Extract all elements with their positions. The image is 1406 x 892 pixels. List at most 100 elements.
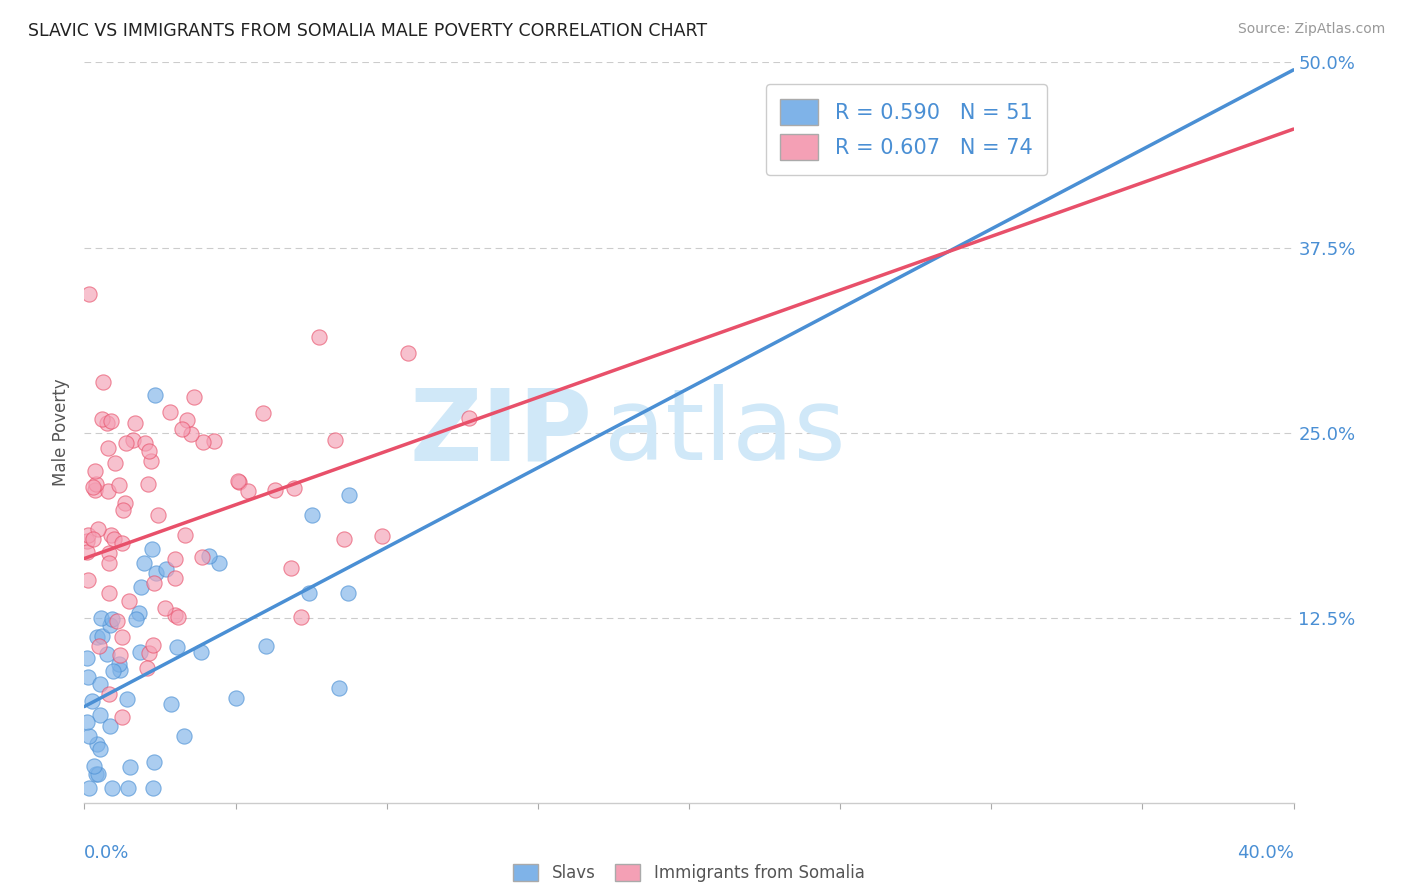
Point (176, 413, 198, 427)
Point (228, 475, 250, 489)
Point (308, 330, 330, 344)
Point (84, 476, 107, 491)
Point (87, 639, 110, 653)
Point (139, 454, 162, 468)
Point (115, 436, 138, 450)
Point (77, 286, 100, 301)
Point (98, 546, 121, 560)
Point (77, 780, 100, 795)
Point (143, 387, 166, 401)
Point (145, 566, 167, 580)
Point (236, 484, 259, 499)
Point (76, 574, 98, 588)
Point (142, 780, 165, 795)
Point (76, 533, 98, 548)
Point (160, 697, 183, 711)
Point (118, 594, 141, 608)
Text: SLAVIC VS IMMIGRANTS FROM SOMALIA MALE POVERTY CORRELATION CHART: SLAVIC VS IMMIGRANTS FROM SOMALIA MALE P… (28, 22, 707, 40)
Point (129, 581, 152, 595)
Point (96, 647, 118, 661)
Point (122, 433, 145, 447)
Text: 0.0%: 0.0% (84, 844, 129, 862)
Point (77, 528, 100, 542)
Point (86, 630, 108, 644)
Point (108, 648, 131, 662)
Point (111, 710, 134, 724)
Point (89, 708, 111, 723)
Point (87, 767, 110, 781)
Text: 40.0%: 40.0% (1237, 844, 1294, 862)
Point (135, 661, 157, 675)
Point (76, 715, 98, 730)
Point (198, 549, 221, 563)
Point (97, 483, 120, 498)
Point (142, 638, 165, 652)
Point (84, 483, 107, 497)
Point (141, 542, 163, 557)
Point (396, 346, 419, 360)
Text: ZIP: ZIP (409, 384, 592, 481)
Point (98, 687, 121, 701)
Point (337, 586, 360, 600)
Point (166, 640, 188, 654)
Point (172, 422, 194, 436)
Point (96, 416, 118, 430)
Point (180, 426, 202, 441)
Point (87, 522, 110, 536)
Point (117, 780, 139, 795)
Point (337, 488, 360, 502)
Point (458, 410, 481, 425)
Point (83, 758, 105, 772)
Point (103, 532, 125, 546)
Point (114, 496, 136, 510)
Point (111, 630, 134, 644)
Point (77, 670, 100, 684)
Point (104, 456, 127, 470)
Point (136, 477, 159, 491)
Point (111, 535, 134, 549)
Point (91, 629, 114, 643)
Point (134, 557, 156, 571)
Point (91, 375, 114, 389)
Point (97, 441, 120, 455)
Point (100, 780, 122, 795)
Point (173, 729, 195, 743)
Point (115, 691, 138, 706)
Y-axis label: Male Poverty: Male Poverty (52, 379, 70, 486)
Point (134, 435, 156, 450)
Point (165, 608, 187, 623)
Point (301, 508, 323, 522)
Point (128, 645, 150, 659)
Point (82, 694, 104, 708)
Point (159, 405, 181, 419)
Point (82, 533, 104, 547)
Point (84, 766, 107, 780)
Point (328, 681, 350, 695)
Point (128, 606, 150, 620)
Point (165, 552, 187, 566)
Point (146, 508, 169, 523)
Point (333, 532, 356, 546)
Point (167, 610, 190, 624)
Point (120, 760, 142, 774)
Point (108, 478, 131, 492)
Point (208, 556, 231, 570)
Point (101, 611, 124, 625)
Text: atlas: atlas (605, 384, 846, 481)
Point (190, 549, 212, 564)
Point (183, 390, 205, 404)
Point (86, 737, 108, 751)
Point (105, 614, 128, 628)
Point (138, 646, 160, 660)
Point (190, 644, 212, 658)
Point (252, 406, 274, 420)
Point (124, 417, 146, 431)
Point (174, 527, 197, 541)
Point (108, 663, 131, 677)
Point (283, 481, 305, 495)
Point (142, 576, 165, 591)
Point (155, 562, 177, 576)
Point (165, 571, 187, 585)
Text: Source: ZipAtlas.com: Source: ZipAtlas.com (1237, 22, 1385, 37)
Point (280, 560, 302, 574)
